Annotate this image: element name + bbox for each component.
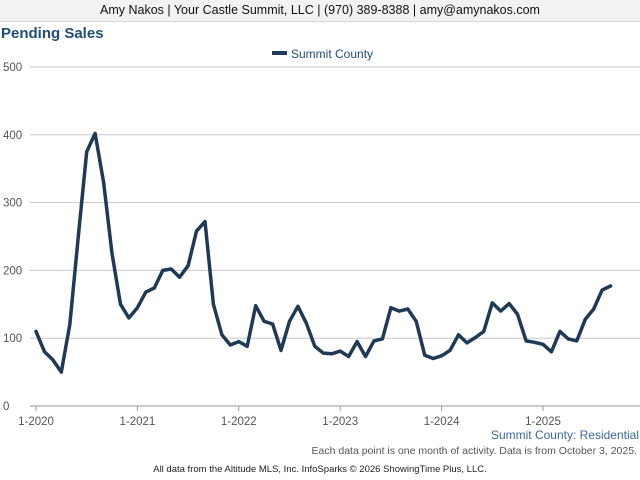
data-point-2023-11	[423, 353, 427, 357]
data-point-2025-06	[583, 317, 587, 321]
data-point-2025-05	[575, 339, 579, 343]
data-point-2024-10	[516, 312, 520, 316]
data-point-2022-02	[245, 344, 249, 348]
data-point-2025-09	[609, 284, 613, 288]
data-point-2020-04	[59, 370, 63, 374]
data-point-2020-10	[110, 251, 114, 255]
x-tick-label-1-2023: 1-2023	[322, 416, 358, 428]
data-point-2021-01	[135, 306, 139, 310]
data-point-2024-11	[524, 339, 528, 343]
data-point-2023-08	[397, 309, 401, 313]
data-point-2021-11	[220, 333, 224, 337]
data-point-2023-05	[372, 339, 376, 343]
x-axis-ticks: 1-2020 1-2021 1-2022 1-2023 1-2024 1-2025	[18, 406, 561, 428]
data-point-2020-05	[68, 323, 72, 327]
data-point-2025-01	[541, 342, 545, 346]
chart-title: Pending Sales	[1, 25, 104, 42]
data-point-2021-07	[186, 264, 190, 268]
legend: Summit County	[272, 47, 373, 61]
data-point-2021-06	[178, 275, 182, 279]
data-point-2024-03	[457, 333, 460, 337]
y-tick-label-100: 100	[3, 333, 22, 345]
data-point-2022-10	[313, 344, 317, 348]
data-point-2020-06	[76, 235, 80, 238]
data-point-2020-11	[119, 302, 122, 306]
y-tick-label-500: 500	[3, 62, 22, 74]
data-point-2023-12	[431, 357, 435, 361]
y-axis-ticks: 0 100 200 300 400 500	[3, 62, 22, 413]
data-point-2021-03	[152, 286, 156, 290]
data-point-2020-08	[93, 131, 97, 135]
data-point-2023-07	[389, 306, 393, 310]
data-point-2022-11	[321, 351, 325, 355]
data-point-2020-07	[85, 150, 89, 154]
data-point-2023-02	[347, 355, 351, 359]
data-point-2023-03	[355, 340, 359, 344]
legend-label-summit-county: Summit County	[291, 47, 373, 61]
data-point-2025-08	[600, 288, 604, 292]
data-point-2022-03	[254, 304, 258, 308]
data-point-2020-02	[42, 350, 46, 354]
header-contact-bar: Amy Nakos | Your Castle Summit, LLC | (9…	[0, 0, 640, 22]
data-point-2021-02	[144, 290, 148, 294]
data-point-2024-05	[473, 336, 477, 340]
data-point-2021-10	[211, 302, 215, 306]
series-footer-label: Summit County: Residential	[490, 428, 639, 442]
data-point-2025-03	[558, 329, 562, 333]
data-note: Each data point is one month of activity…	[311, 445, 637, 457]
data-point-2024-12	[533, 340, 537, 344]
y-tick-label-0: 0	[3, 401, 9, 413]
data-point-2023-01	[338, 349, 342, 353]
data-point-2021-05	[169, 267, 173, 271]
data-point-2024-01	[440, 354, 444, 358]
data-point-2022-08	[296, 304, 300, 308]
data-point-2023-10	[414, 319, 418, 323]
x-tick-label-1-2022: 1-2022	[221, 416, 257, 428]
data-point-2024-07	[490, 301, 494, 305]
x-tick-label-1-2025: 1-2025	[525, 416, 561, 428]
data-point-2025-04	[566, 337, 570, 341]
data-point-2024-02	[448, 348, 452, 352]
data-point-2020-01	[34, 329, 38, 333]
grid-lines	[30, 66, 640, 407]
data-point-2024-08	[499, 309, 503, 313]
data-point-2024-09	[507, 302, 511, 306]
data-point-2021-08	[195, 229, 199, 233]
data-point-2025-02	[549, 350, 553, 354]
data-point-2024-06	[482, 329, 486, 333]
data-point-2020-03	[51, 358, 55, 362]
data-point-2023-04	[364, 355, 368, 359]
data-point-2025-07	[592, 307, 596, 311]
series-line-summit-county	[34, 131, 613, 374]
y-tick-label-400: 400	[3, 130, 22, 142]
data-point-2021-04	[161, 268, 165, 272]
data-credit: All data from the Altitude MLS, Inc. Inf…	[153, 464, 487, 475]
data-point-2021-12	[228, 343, 232, 347]
x-tick-label-1-2021: 1-2021	[119, 416, 155, 428]
data-point-2024-04	[465, 341, 469, 345]
data-point-2021-09	[203, 220, 207, 224]
data-point-2023-06	[380, 337, 384, 341]
data-point-2020-12	[127, 316, 131, 320]
data-point-2022-07	[288, 319, 291, 323]
series-group	[34, 131, 613, 374]
data-point-2022-12	[330, 352, 334, 356]
data-point-2022-06	[279, 348, 283, 352]
data-point-2020-09	[102, 180, 106, 184]
data-point-2023-09	[406, 307, 410, 311]
data-point-2022-05	[271, 322, 275, 326]
y-tick-label-300: 300	[3, 198, 22, 210]
data-point-2022-01	[237, 340, 241, 344]
data-point-2022-09	[304, 321, 308, 325]
x-tick-label-1-2020: 1-2020	[18, 416, 54, 428]
x-tick-label-1-2024: 1-2024	[424, 416, 460, 428]
y-tick-label-200: 200	[3, 265, 22, 277]
data-point-2022-04	[262, 319, 266, 323]
